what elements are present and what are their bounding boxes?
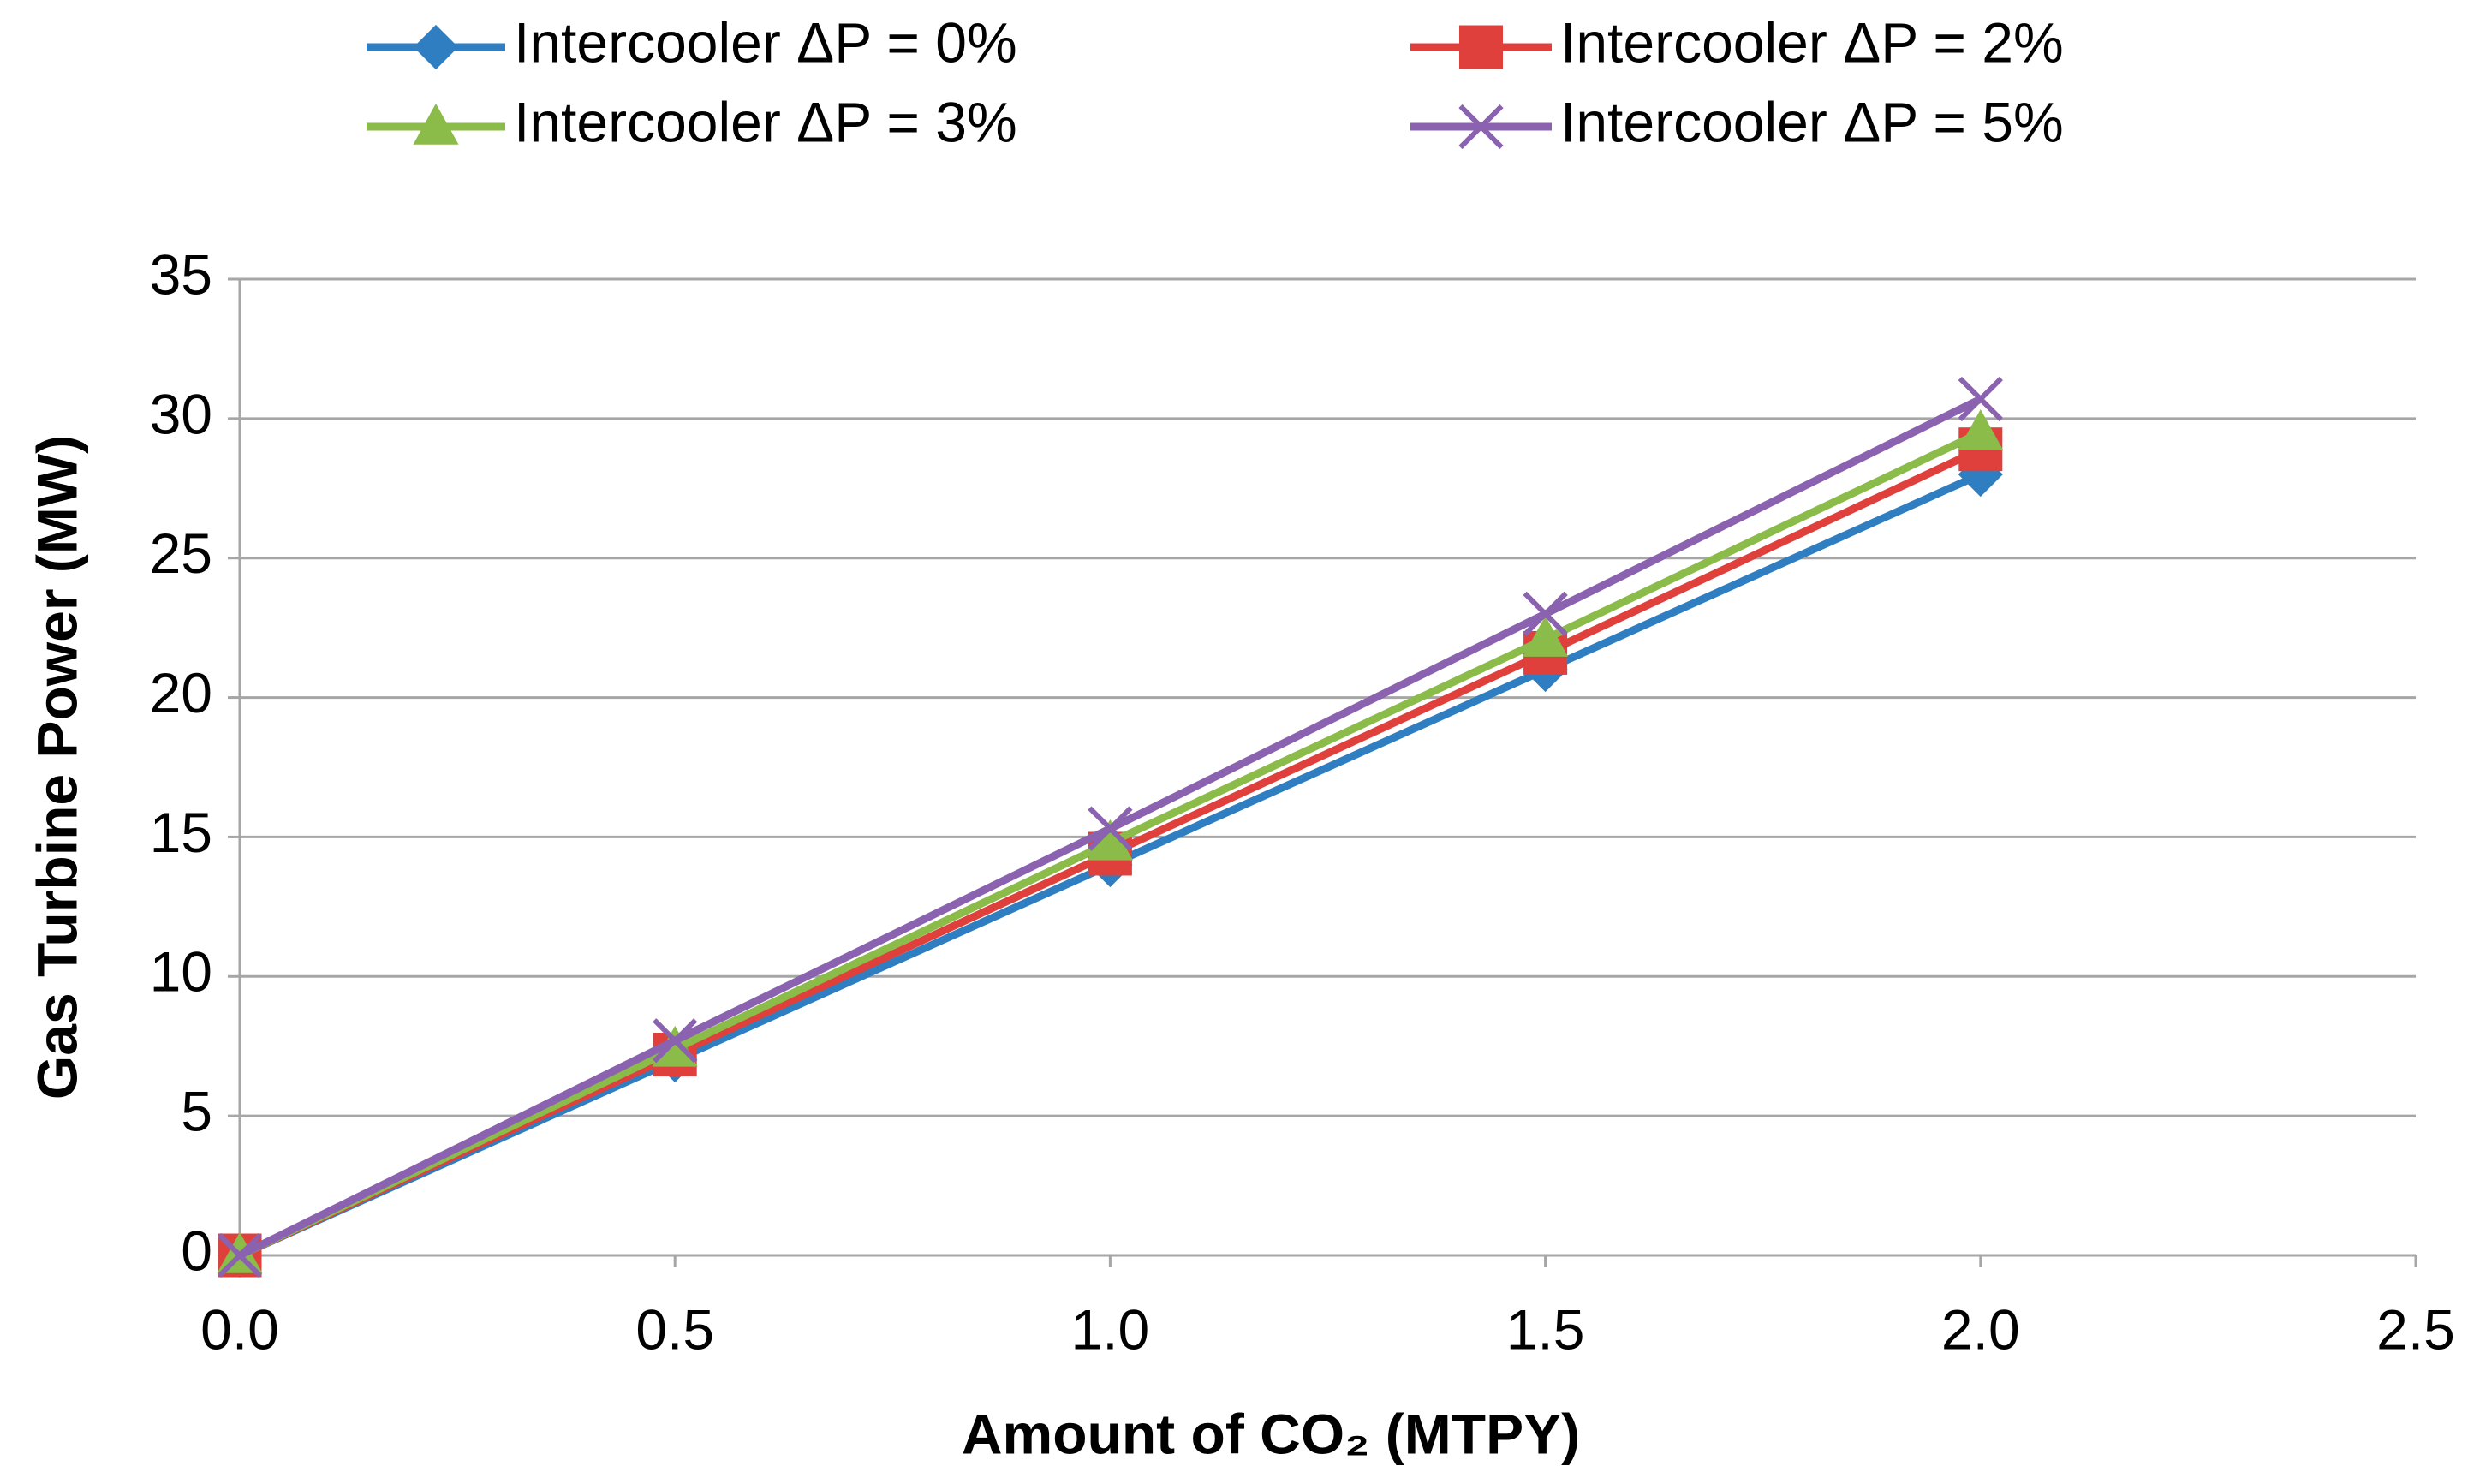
x-tick-label: 2.0: [1941, 1297, 2020, 1361]
y-tick-label: 15: [150, 801, 212, 864]
marker: [1523, 616, 1569, 657]
marker: [653, 1018, 698, 1064]
marker: [1958, 376, 2003, 422]
legend-item: Intercooler ΔP = 3%: [367, 90, 1017, 153]
marker: [413, 24, 459, 70]
x-axis-title: Amount of CO₂ (MTPY): [962, 1402, 1580, 1465]
legend-item: Intercooler ΔP = 0%: [367, 10, 1017, 74]
x-tick-label: 2.5: [2376, 1297, 2455, 1361]
marker: [1523, 591, 1568, 636]
x-tick-label: 1.0: [1071, 1297, 1150, 1361]
marker: [1088, 806, 1133, 851]
x-tick-label: 0.5: [635, 1297, 714, 1361]
y-tick-label: 20: [150, 661, 212, 724]
legend-label: Intercooler ΔP = 5%: [1560, 90, 2064, 153]
y-tick-label: 0: [181, 1219, 212, 1282]
y-tick-label: 10: [150, 940, 212, 1004]
marker: [217, 1232, 263, 1278]
y-tick-label: 30: [150, 382, 212, 445]
legend-label: Intercooler ΔP = 3%: [514, 90, 1017, 153]
marker: [413, 103, 459, 145]
legend-item: Intercooler ΔP = 2%: [1410, 10, 2064, 74]
y-tick-label: 5: [181, 1080, 212, 1143]
x-tick-label: 0.0: [200, 1297, 279, 1361]
legend-label: Intercooler ΔP = 0%: [514, 10, 1017, 74]
y-tick-label: 35: [150, 242, 212, 306]
marker: [1958, 409, 2004, 450]
y-axis-title: Gas Turbine Power (MW): [25, 435, 88, 1100]
y-tick-label: 25: [150, 521, 212, 585]
marker: [1458, 104, 1504, 150]
legend-item: Intercooler ΔP = 5%: [1410, 90, 2064, 153]
legend-label: Intercooler ΔP = 2%: [1560, 10, 2064, 74]
marker: [1459, 25, 1503, 69]
x-tick-label: 1.5: [1506, 1297, 1585, 1361]
